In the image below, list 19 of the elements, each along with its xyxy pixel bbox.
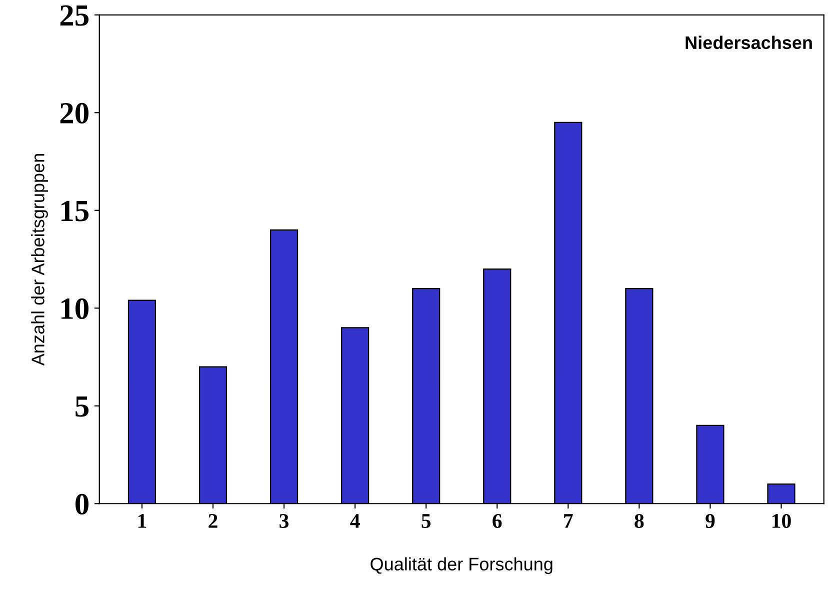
x-tick-label: 2 [208,514,218,528]
annotation: Niedersachsen [686,36,812,50]
x-tick-label: 7 [564,514,573,528]
x-axis-title: Qualität der Forschung [370,557,552,574]
y-tick-label: 0 [76,494,88,515]
x-tick-label: 8 [634,514,644,528]
y-axis-title: Anzahl der Arbeitsgruppen [31,154,48,366]
y-tick-label: 25 [60,5,89,26]
y-tick-label: 10 [62,298,88,320]
x-tick-label: 4 [350,514,360,528]
x-tick-label: 6 [492,514,502,528]
x-tick-label: 3 [280,514,289,528]
x-tick-label: 1 [138,514,146,528]
x-tick-label: 10 [772,514,791,528]
x-tick-label: 5 [422,514,431,528]
y-tick-label: 20 [60,102,88,124]
y-tick-label: 5 [76,396,89,417]
x-tick-label: 9 [706,514,715,528]
y-tick-label: 15 [62,200,89,222]
